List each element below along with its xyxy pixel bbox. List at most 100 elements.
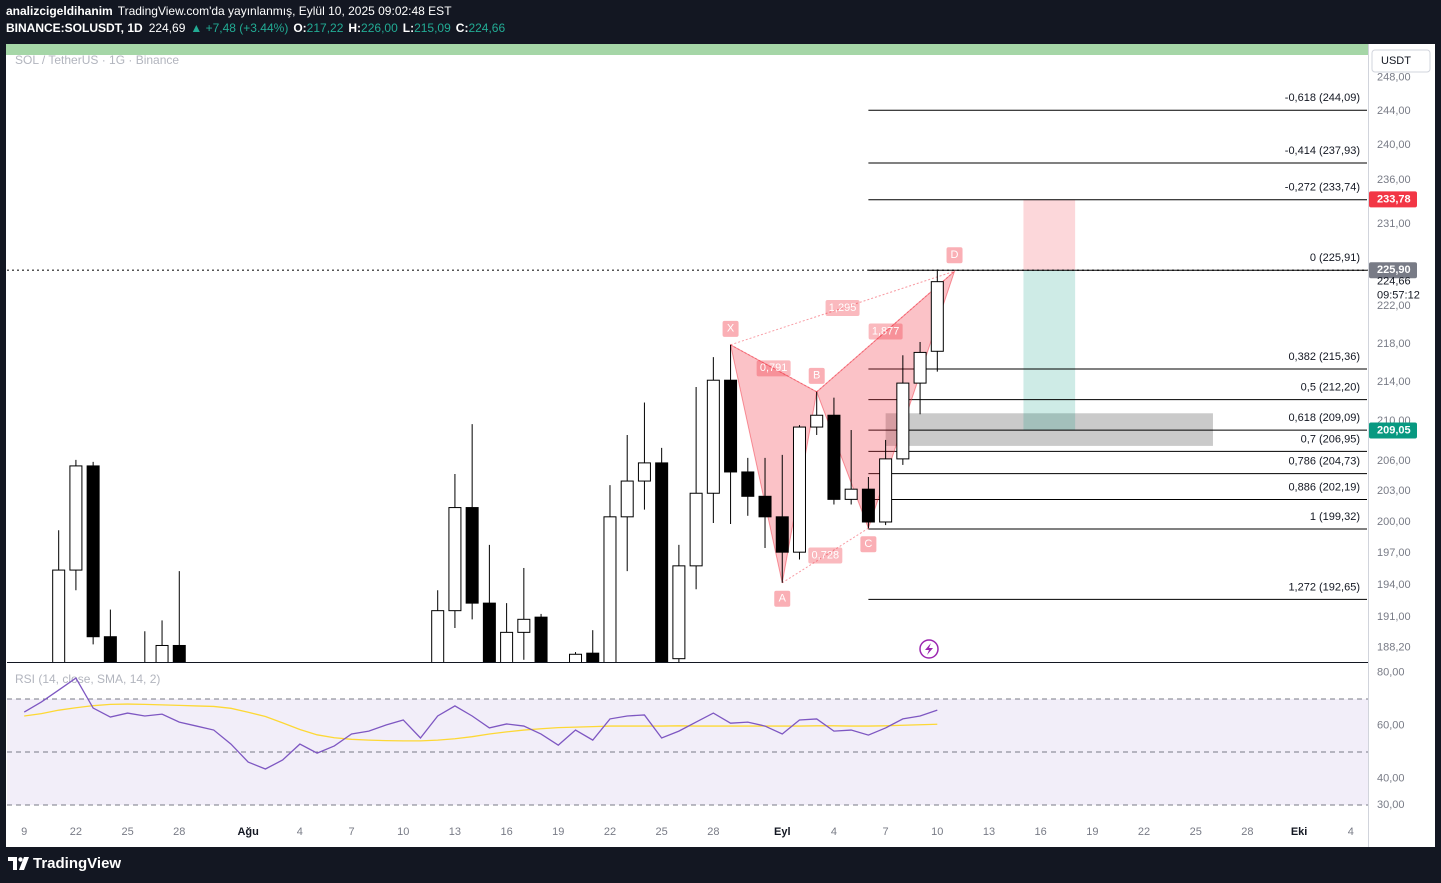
point-box (774, 590, 791, 607)
candle-body (431, 610, 445, 662)
candle-body (844, 488, 858, 500)
ohlc-value: 224,66 (468, 21, 505, 35)
y-tick-label: 203,00 (1377, 485, 1411, 497)
currency: USDT (1381, 55, 1411, 67)
point-label: A (779, 593, 787, 605)
ohlc-key: L: (403, 21, 414, 35)
x-tick-label: 16 (500, 826, 512, 838)
last-price: 224,66 (1377, 276, 1411, 288)
entry-box (1369, 262, 1417, 279)
ratio-label: 0,728 (812, 549, 840, 561)
y-tick-label: 214,00 (1377, 376, 1411, 388)
x-tick-label: 7 (348, 826, 354, 838)
x-tick-label: 10 (397, 826, 409, 838)
brand: TradingView (33, 855, 121, 872)
fib-label: -0,618 (244,09) (1285, 92, 1360, 104)
stop-label: 233,78 (1377, 193, 1411, 205)
rsi-line (23, 677, 938, 770)
candle-body (569, 653, 583, 662)
user: analizcigeldihanim (6, 4, 113, 18)
countdown: 09:57:12 (1377, 290, 1420, 302)
symbol: BINANCE:SOLUSDT, 1D (6, 21, 143, 35)
header-line-1: analizcigeldihanim TradingView.com'da yay… (6, 4, 452, 18)
y-tick-label: 188,20 (1377, 642, 1411, 654)
x-tick-label: 13 (449, 826, 461, 838)
x-tick-label: 16 (1035, 826, 1047, 838)
candle-body (896, 382, 910, 460)
candle-body (913, 351, 927, 384)
x-tick-label: 4 (1348, 826, 1354, 838)
ohlc-key: H: (348, 21, 361, 35)
candle-body (86, 465, 100, 638)
price: 224,69 (149, 21, 186, 35)
fib-label: 0,382 (215,36) (1288, 351, 1360, 363)
ratio-label: 1,295 (829, 302, 857, 314)
fib-label: 1 (199,32) (1310, 511, 1360, 523)
y-tick-label: 222,00 (1377, 300, 1411, 312)
candle-body (103, 636, 117, 662)
fib-label: 0,786 (204,73) (1288, 456, 1360, 468)
x-tick-label: 10 (931, 826, 943, 838)
candle-body (52, 569, 66, 662)
fib-label: 0,618 (209,09) (1288, 412, 1360, 424)
pane-title: SOL / TetherUS · 1G · Binance (15, 53, 179, 67)
candle-body (861, 488, 875, 523)
fib-label: 1,272 (192,65) (1288, 581, 1360, 593)
candle-body (775, 516, 789, 553)
x-tick-label: 4 (831, 826, 837, 838)
ohlc-key: C: (456, 21, 469, 35)
y-tick-label: 218,00 (1377, 338, 1411, 350)
y-tick-label: 236,00 (1377, 174, 1411, 186)
alert-icon[interactable] (919, 639, 939, 659)
currency-button[interactable] (1371, 49, 1431, 73)
ratio-label: 0,791 (760, 362, 788, 374)
ohlc-key: O: (293, 21, 306, 35)
rsi-tick-label: 80,00 (1377, 666, 1405, 678)
point-label: X (727, 323, 735, 335)
y-tick-label: 194,00 (1377, 579, 1411, 591)
y-tick-label: 206,00 (1377, 455, 1411, 467)
candle-body (637, 462, 651, 482)
fib-label: 0 (225,91) (1310, 252, 1360, 264)
ohlc-value: 215,09 (414, 21, 451, 35)
rsi-pane (7, 677, 1368, 806)
candle-body (517, 618, 531, 633)
candle-body (689, 492, 703, 567)
candle-body (586, 652, 600, 662)
y-tick-label: 231,00 (1377, 218, 1411, 230)
ohlc-value: 217,22 (307, 21, 344, 35)
x-tick-label: 22 (70, 826, 82, 838)
point-label: D (951, 249, 959, 261)
y-tick-label: 248,00 (1377, 71, 1411, 83)
rsi-tick-label: 30,00 (1377, 799, 1405, 811)
published: TradingView.com'da yayınlanmış, Eylül 10… (118, 4, 452, 18)
header-line-2: BINANCE:SOLUSDT, 1D 224,69 ▲ +7,48 (+3.44%… (6, 21, 505, 35)
point-box (808, 367, 825, 384)
x-tick-label: 28 (707, 826, 719, 838)
candle-body (672, 565, 686, 660)
rsi-tick-label: 60,00 (1377, 719, 1405, 731)
y-tick-label: 244,00 (1377, 105, 1411, 117)
point-label: C (864, 538, 872, 550)
footer (0, 847, 1441, 883)
x-tick-label: Eyl (774, 826, 791, 838)
pattern-ratio-line (730, 344, 817, 393)
target-zone (1023, 270, 1076, 431)
candle-body (69, 465, 83, 571)
x-tick-label: 28 (173, 826, 185, 838)
change: ▲ +7,48 (+3.44%) (190, 21, 288, 35)
fib-label: 0,7 (206,95) (1301, 433, 1360, 445)
ohlc-value: 226,00 (361, 21, 398, 35)
x-tick-label: Eki (1291, 826, 1308, 838)
x-tick-label: 19 (1086, 826, 1098, 838)
logo (8, 857, 29, 870)
stop-box (1369, 191, 1417, 208)
candle-body (500, 631, 514, 662)
x-tick-label: 22 (604, 826, 616, 838)
x-tick-label: 28 (1241, 826, 1253, 838)
ratio-label: 1,877 (872, 325, 900, 337)
ratio-box (756, 360, 791, 377)
candle-body (620, 480, 634, 518)
candle-body (792, 426, 806, 553)
